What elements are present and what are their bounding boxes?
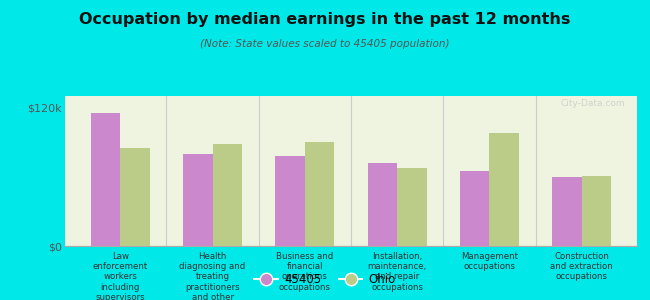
- Bar: [552, 177, 582, 246]
- Bar: [183, 154, 213, 246]
- Legend: 45405, Ohio: 45405, Ohio: [250, 269, 400, 291]
- Bar: [397, 167, 426, 246]
- Bar: [276, 156, 305, 246]
- Bar: [305, 142, 334, 246]
- Bar: [460, 171, 489, 246]
- Bar: [368, 163, 397, 246]
- Bar: [489, 133, 519, 246]
- Text: Occupation by median earnings in the past 12 months: Occupation by median earnings in the pas…: [79, 12, 571, 27]
- Bar: [213, 145, 242, 246]
- Bar: [582, 176, 611, 246]
- Text: (Note: State values scaled to 45405 population): (Note: State values scaled to 45405 popu…: [200, 39, 450, 49]
- Text: City-Data.com: City-Data.com: [561, 99, 625, 108]
- Bar: [120, 148, 150, 246]
- Bar: [91, 113, 120, 246]
